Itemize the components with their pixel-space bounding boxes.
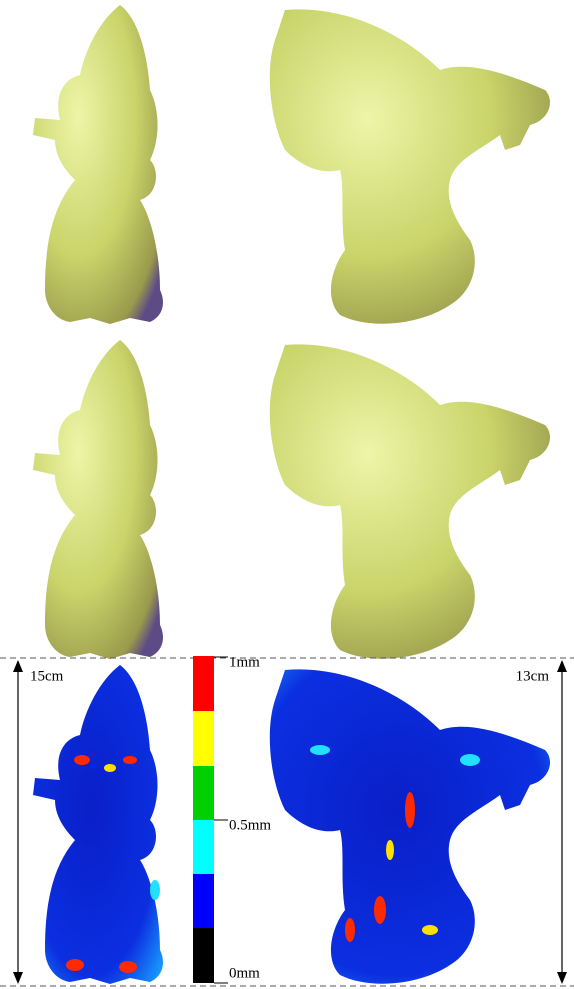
scale-label: 15cm xyxy=(30,668,64,684)
colorbar-label: 1mm xyxy=(229,654,260,670)
colorbar-label: 0mm xyxy=(229,965,260,981)
gargoyle-render xyxy=(270,9,550,323)
gnome-error-map xyxy=(33,665,163,984)
scale-arrow-left xyxy=(13,660,23,984)
scale-label: 13cm xyxy=(516,668,550,684)
gnome-render xyxy=(33,5,163,324)
figure: 15cm 13cm 1mm 0.5mm 0mm xyxy=(0,0,574,989)
gargoyle-render xyxy=(270,344,550,658)
row-bottom xyxy=(33,665,550,984)
colorbar xyxy=(193,656,228,983)
colorbar-label: 0.5mm xyxy=(229,817,271,833)
row-middle xyxy=(33,340,550,659)
gnome-render xyxy=(33,340,163,659)
scale-arrow-right xyxy=(557,660,567,984)
row-top xyxy=(33,5,550,324)
